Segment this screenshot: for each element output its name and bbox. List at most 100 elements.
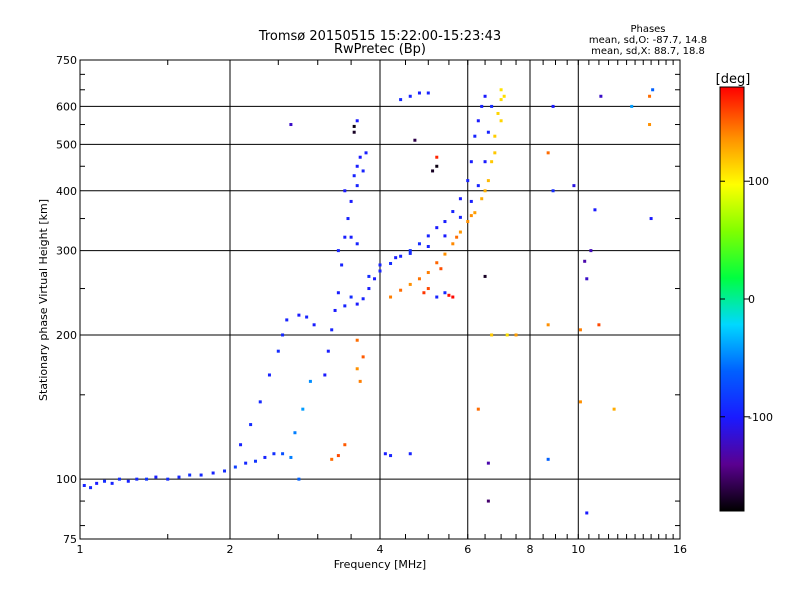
- data-point: [546, 457, 550, 461]
- x-tick-label: 16: [673, 543, 687, 556]
- data-point: [389, 454, 393, 458]
- data-point: [630, 104, 634, 108]
- data-point: [117, 477, 121, 481]
- data-point: [476, 184, 480, 188]
- data-point: [349, 295, 353, 299]
- data-point: [289, 455, 293, 459]
- data-point: [469, 160, 473, 164]
- data-point: [308, 379, 312, 383]
- data-point: [499, 88, 503, 92]
- data-point: [480, 197, 484, 201]
- data-point: [431, 169, 435, 173]
- y-tick-label: 300: [56, 245, 77, 258]
- x-tick-label: 1: [77, 543, 84, 556]
- data-point: [199, 473, 203, 477]
- data-point: [399, 98, 403, 102]
- data-point: [499, 119, 503, 123]
- data-point: [355, 242, 359, 246]
- data-point: [333, 308, 337, 312]
- data-point: [486, 499, 490, 503]
- data-point: [297, 313, 301, 317]
- data-point: [483, 160, 487, 164]
- data-point: [367, 274, 371, 278]
- data-point: [551, 189, 555, 193]
- data-point: [352, 130, 356, 134]
- data-point: [451, 295, 455, 299]
- data-point: [349, 199, 353, 203]
- plot-frame: [79, 59, 681, 540]
- data-point: [469, 199, 473, 203]
- data-point: [233, 465, 237, 469]
- data-point: [312, 323, 316, 327]
- axis-ticks: 1 2 4 6 8 10 16 75 100 200 300 400 500 600 750: [56, 54, 687, 556]
- data-point: [361, 169, 365, 173]
- data-point: [493, 134, 497, 138]
- data-point: [166, 477, 170, 481]
- data-point: [263, 455, 267, 459]
- y-tick-label: 75: [63, 533, 77, 546]
- data-point: [443, 291, 447, 295]
- data-point: [469, 214, 473, 218]
- data-point: [413, 138, 417, 142]
- data-point: [490, 160, 494, 164]
- data-point: [336, 454, 340, 458]
- data-point: [499, 98, 503, 102]
- data-point: [281, 333, 285, 337]
- data-point: [426, 287, 430, 291]
- data-point: [355, 164, 359, 168]
- data-point: [89, 486, 93, 490]
- data-point: [458, 215, 462, 219]
- data-point: [455, 235, 459, 239]
- data-point: [476, 119, 480, 123]
- data-point: [211, 471, 215, 475]
- data-point: [546, 151, 550, 155]
- data-point: [486, 130, 490, 134]
- data-point: [483, 94, 487, 98]
- data-point: [451, 210, 455, 214]
- data-point: [514, 333, 518, 337]
- data-point: [435, 164, 439, 168]
- data-point: [177, 475, 181, 479]
- data-point: [422, 291, 426, 295]
- data-point: [408, 452, 412, 456]
- x-tick-label: 10: [571, 543, 585, 556]
- data-point: [330, 457, 334, 461]
- data-point: [145, 477, 149, 481]
- colorbar-label: [deg]: [716, 72, 751, 87]
- data-point: [490, 333, 494, 337]
- data-point: [435, 295, 439, 299]
- data-point: [426, 271, 430, 275]
- data-point: [490, 104, 494, 108]
- data-point: [435, 155, 439, 159]
- data-point: [258, 400, 262, 404]
- data-point: [597, 323, 601, 327]
- data-point: [408, 249, 412, 253]
- data-point: [378, 269, 382, 273]
- data-point: [289, 123, 293, 127]
- data-point: [439, 267, 443, 271]
- data-point: [301, 407, 305, 411]
- data-point: [443, 220, 447, 224]
- data-point: [82, 483, 86, 487]
- data-point: [572, 184, 576, 188]
- data-point: [651, 88, 655, 92]
- data-point: [435, 226, 439, 230]
- data-point: [293, 431, 297, 435]
- colorbar-tick-label: 0: [748, 293, 755, 306]
- data-point: [505, 333, 509, 337]
- data-point: [340, 263, 344, 267]
- data-point: [486, 461, 490, 465]
- data-point: [272, 452, 276, 456]
- chart-title: Tromsø 20150515 15:22:00-15:23:43: [258, 29, 501, 44]
- data-point: [426, 91, 430, 95]
- data-point: [244, 461, 248, 465]
- data-point: [551, 104, 555, 108]
- data-point: [355, 184, 359, 188]
- x-tick-label: 2: [227, 543, 234, 556]
- data-point: [578, 328, 582, 332]
- y-tick-label: 500: [56, 138, 77, 151]
- data-point: [323, 373, 327, 377]
- data-point: [443, 234, 447, 238]
- data-point: [447, 293, 451, 297]
